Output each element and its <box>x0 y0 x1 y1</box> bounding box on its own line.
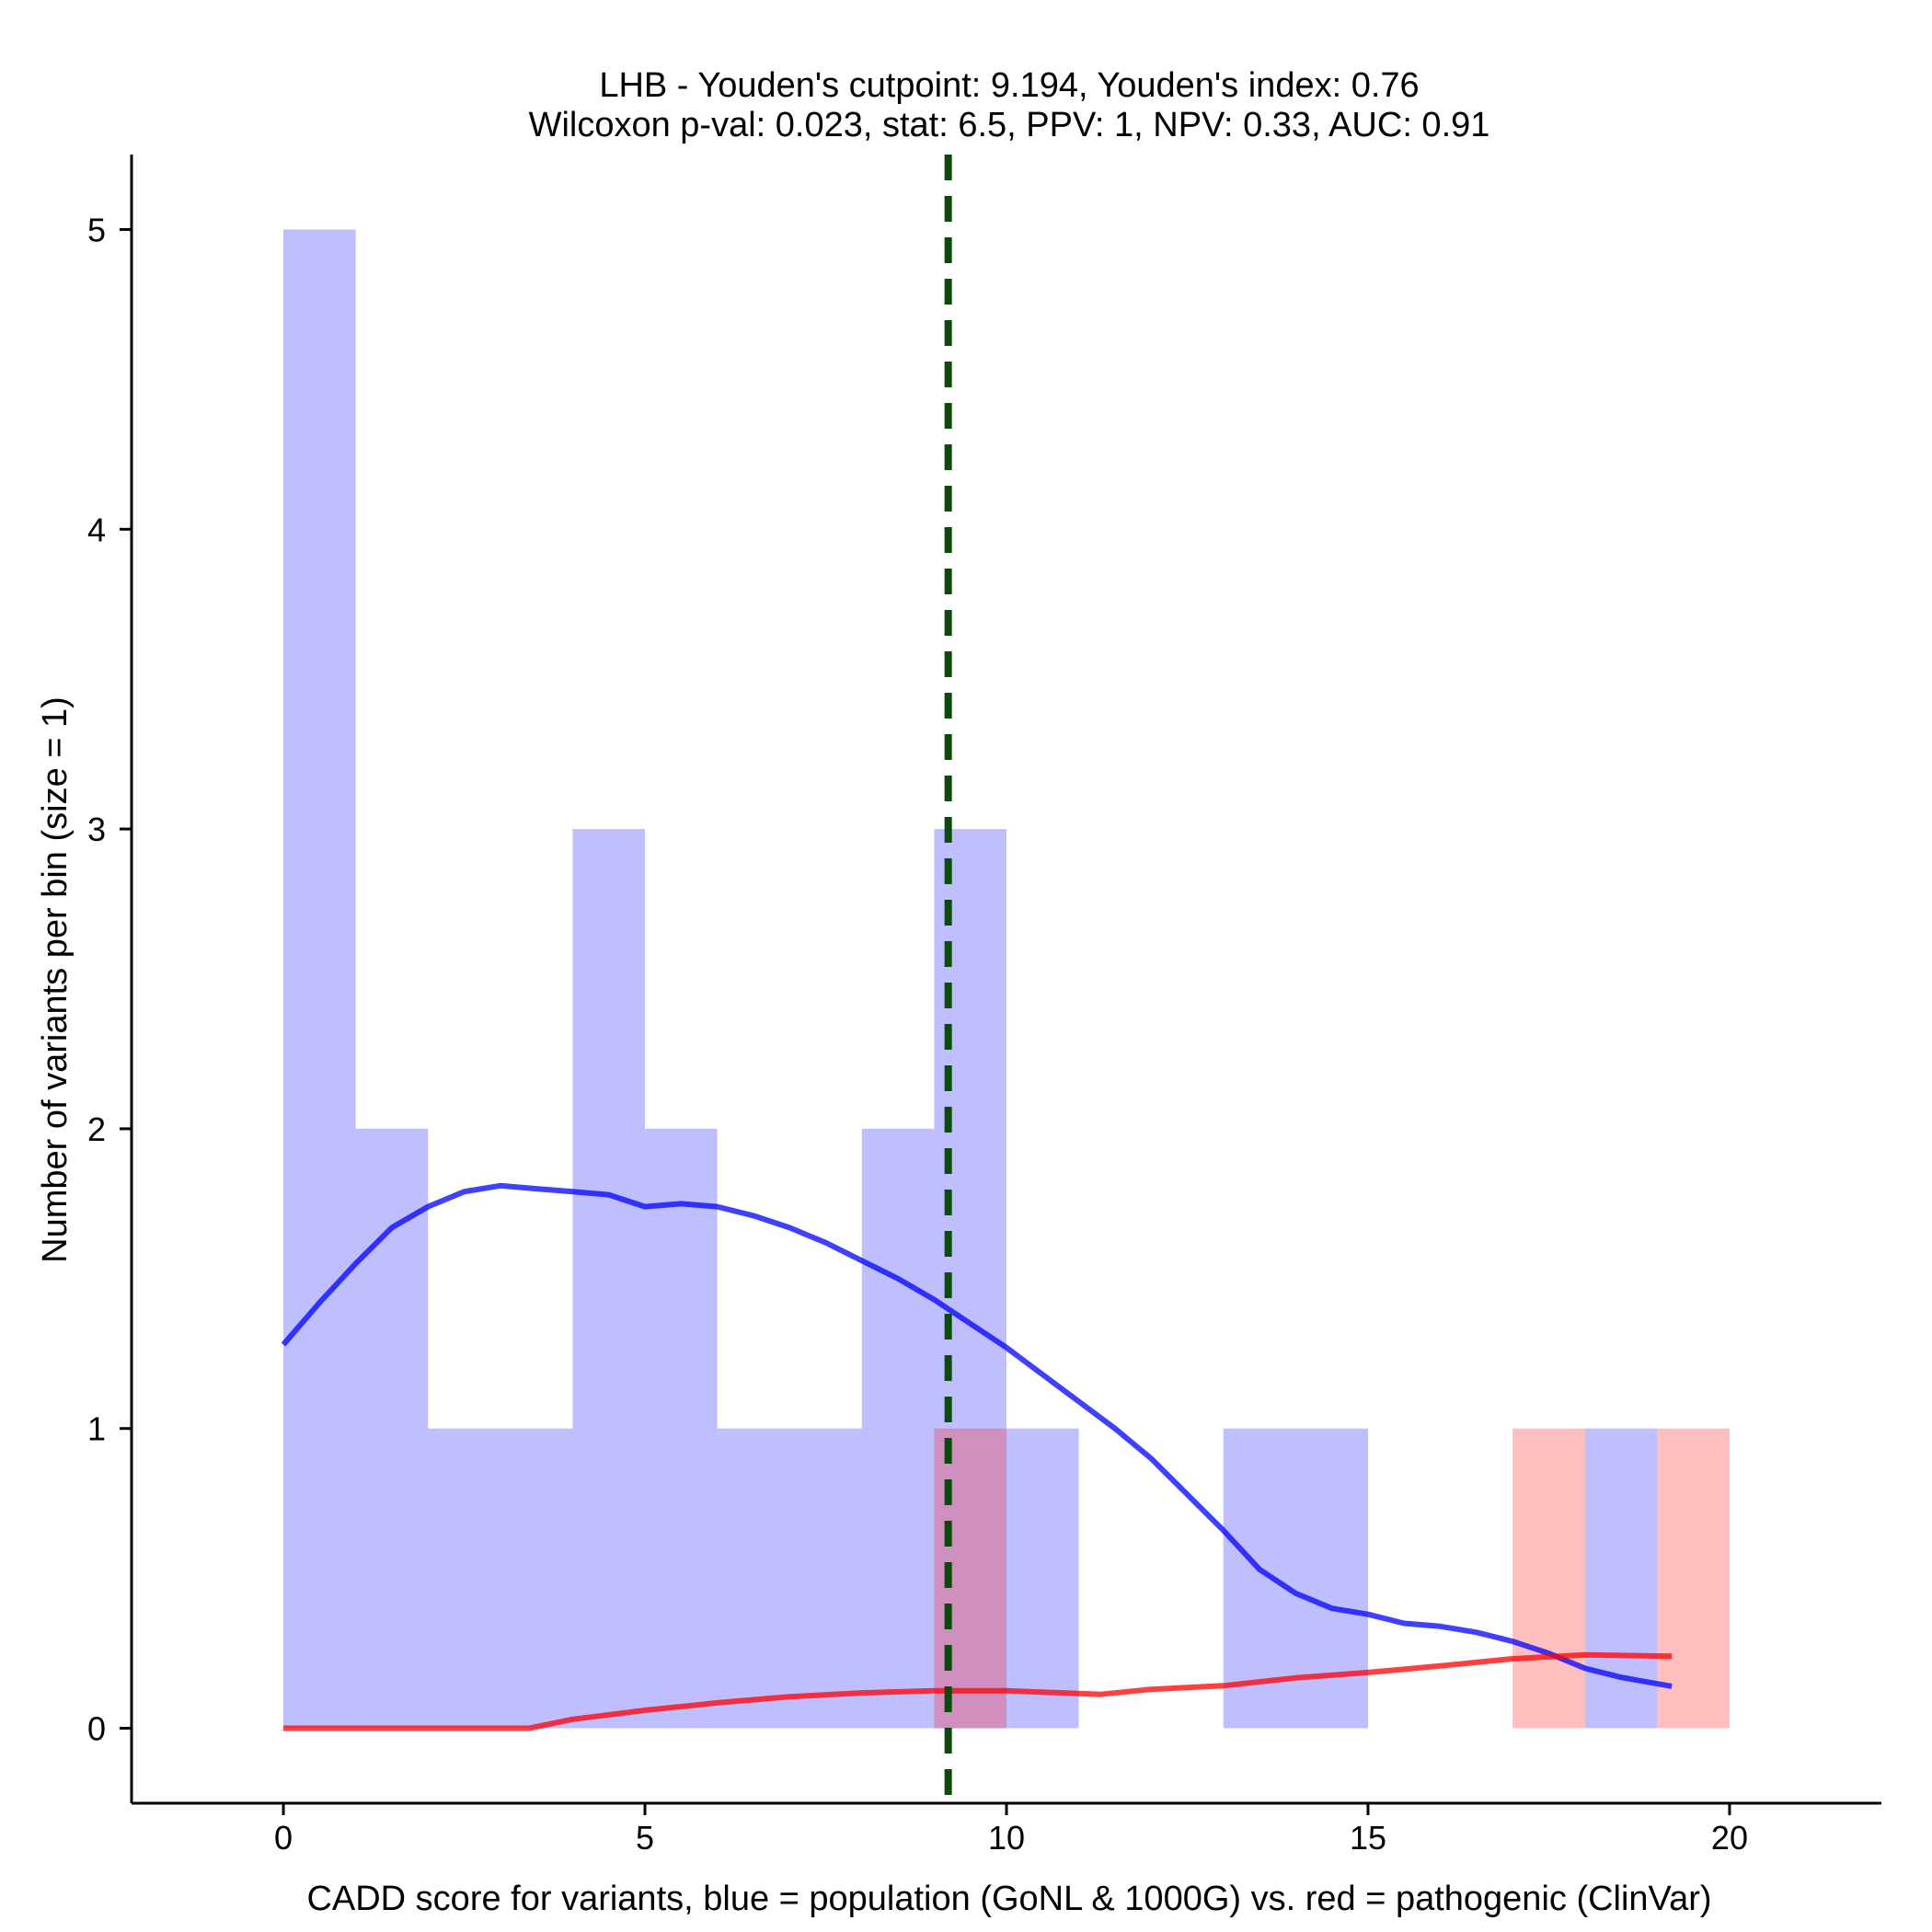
y-tick-label: 4 <box>87 511 106 548</box>
population-bar-14 <box>1295 1428 1368 1729</box>
population-bar-6 <box>717 1428 790 1729</box>
plot-area <box>281 155 1730 1803</box>
population-bar-1 <box>355 1128 429 1729</box>
chart-title: LHB - Youden's cutpoint: 9.194, Youden's… <box>529 66 1490 144</box>
x-tick-label: 10 <box>988 1819 1025 1857</box>
population-density-line <box>281 1182 1673 1689</box>
y-tick-label: 1 <box>87 1410 106 1448</box>
title-line-2: Wilcoxon p-val: 0.023, stat: 6.5, PPV: 1… <box>529 106 1490 144</box>
population-bar-0 <box>283 229 356 1729</box>
x-tick-label: 0 <box>274 1819 293 1857</box>
y-axis-title: Number of variants per bin (size = 1) <box>36 696 75 1263</box>
population-bar-2 <box>428 1428 500 1729</box>
y-tick-label: 2 <box>87 1110 106 1148</box>
x-axis-title: CADD score for variants, blue = populati… <box>306 1880 1711 1918</box>
x-tick-label: 5 <box>636 1819 654 1857</box>
y-tick-label: 5 <box>87 211 106 248</box>
x-tick-label: 20 <box>1711 1819 1748 1857</box>
y-tick-label: 3 <box>87 811 106 848</box>
pathogenic-bar-17 <box>1512 1428 1585 1729</box>
population-bar-8 <box>861 1128 935 1729</box>
population-bar-3 <box>500 1428 573 1729</box>
y-tick-label: 0 <box>87 1710 106 1748</box>
pathogenic-bar-19 <box>1657 1428 1730 1729</box>
population-bar-7 <box>789 1428 862 1729</box>
population-bar-4 <box>572 829 646 1729</box>
pathogenic-density-line <box>283 1651 1673 1731</box>
title-line-1: LHB - Youden's cutpoint: 9.194, Youden's… <box>599 66 1419 105</box>
population-bar-10 <box>1006 1428 1079 1729</box>
x-tick-label: 15 <box>1350 1819 1386 1857</box>
axes: 0 5 10 15 20 0 1 2 3 4 5 <box>87 155 1881 1857</box>
population-bar-5 <box>645 1128 718 1729</box>
